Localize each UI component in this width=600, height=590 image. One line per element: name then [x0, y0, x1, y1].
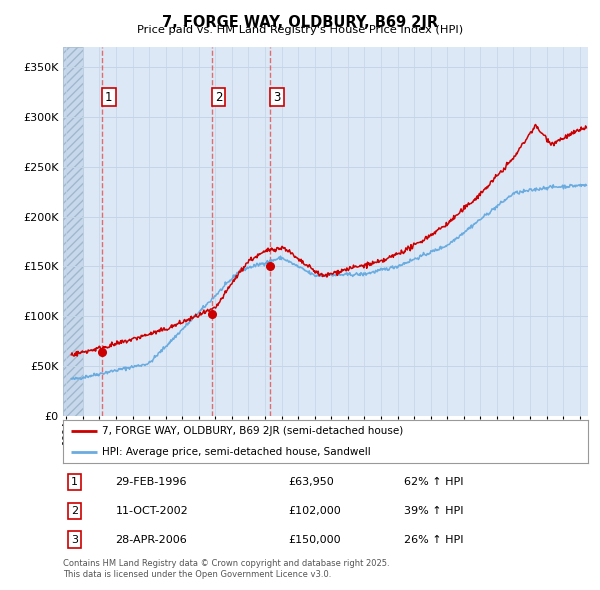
Text: 11-OCT-2002: 11-OCT-2002	[115, 506, 188, 516]
Text: £63,950: £63,950	[289, 477, 335, 487]
Text: 1: 1	[105, 90, 113, 103]
Text: £102,000: £102,000	[289, 506, 341, 516]
Text: Contains HM Land Registry data © Crown copyright and database right 2025.
This d: Contains HM Land Registry data © Crown c…	[63, 559, 389, 579]
Text: 1: 1	[71, 477, 78, 487]
Text: 2: 2	[71, 506, 78, 516]
Text: 3: 3	[71, 535, 78, 545]
Text: 39% ↑ HPI: 39% ↑ HPI	[404, 506, 464, 516]
Text: 7, FORGE WAY, OLDBURY, B69 2JR (semi-detached house): 7, FORGE WAY, OLDBURY, B69 2JR (semi-det…	[103, 426, 404, 436]
Text: 3: 3	[274, 90, 281, 103]
Text: £150,000: £150,000	[289, 535, 341, 545]
Text: Price paid vs. HM Land Registry's House Price Index (HPI): Price paid vs. HM Land Registry's House …	[137, 25, 463, 35]
Text: 28-APR-2006: 28-APR-2006	[115, 535, 187, 545]
Text: 2: 2	[215, 90, 222, 103]
Text: HPI: Average price, semi-detached house, Sandwell: HPI: Average price, semi-detached house,…	[103, 447, 371, 457]
Bar	[63, 47, 83, 416]
Text: 62% ↑ HPI: 62% ↑ HPI	[404, 477, 464, 487]
Text: 29-FEB-1996: 29-FEB-1996	[115, 477, 187, 487]
Text: 7, FORGE WAY, OLDBURY, B69 2JR: 7, FORGE WAY, OLDBURY, B69 2JR	[162, 15, 438, 30]
Text: 26% ↑ HPI: 26% ↑ HPI	[404, 535, 464, 545]
